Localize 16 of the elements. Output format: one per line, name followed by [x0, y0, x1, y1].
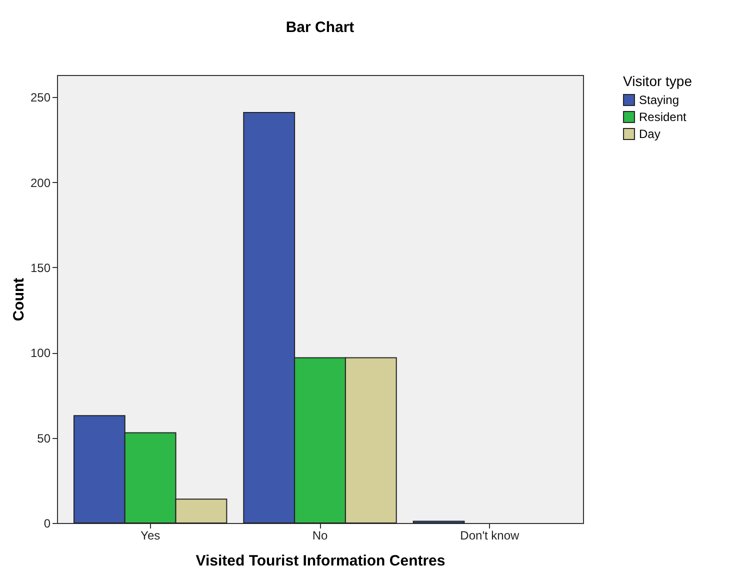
- y-axis-title: Count: [10, 278, 28, 322]
- x-tick-label: Don't know: [460, 528, 520, 542]
- x-axis-title: Visited Tourist Information Centres: [196, 552, 446, 570]
- legend-title: Visitor type: [623, 73, 692, 89]
- y-tick-label: 50: [37, 431, 51, 446]
- y-tick-label: 150: [30, 260, 51, 275]
- x-tick-label: No: [312, 528, 328, 542]
- y-tick-label: 200: [30, 176, 51, 190]
- y-tick-label: 100: [30, 346, 51, 360]
- x-tick-label: Yes: [140, 528, 160, 542]
- legend-label: Staying: [639, 93, 680, 107]
- y-tick-label: 250: [30, 90, 51, 105]
- legend-label: Resident: [639, 110, 688, 124]
- chart-title: Bar Chart: [286, 19, 354, 36]
- y-tick-label: 0: [44, 516, 51, 530]
- legend-label: Day: [639, 127, 660, 141]
